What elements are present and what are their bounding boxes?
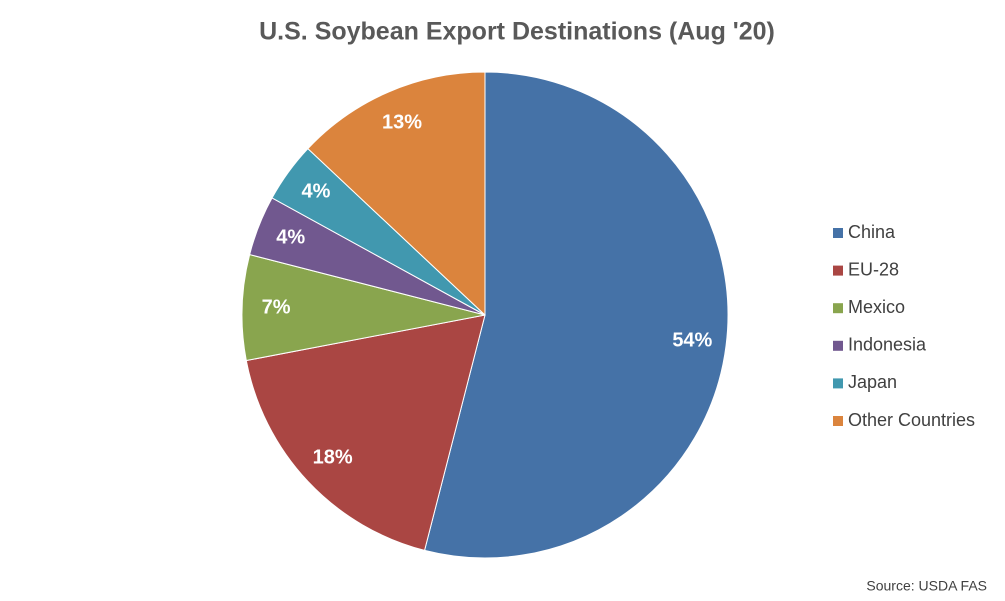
legend-label: Mexico (848, 297, 905, 317)
data-label: 7% (262, 297, 291, 319)
chart-title: U.S. Soybean Export Destinations (Aug '2… (259, 18, 775, 46)
pie-slice (245, 314, 486, 551)
data-label: 54% (672, 329, 712, 351)
legend-swatch (833, 416, 843, 426)
legend-swatch (833, 378, 843, 389)
legend-label: China (848, 222, 896, 242)
legend-swatch (833, 340, 843, 351)
legend-label: EU-28 (848, 259, 899, 279)
data-label: 4% (301, 180, 330, 202)
legend-swatch (833, 303, 843, 314)
pie-slice (423, 71, 729, 559)
data-label: 4% (276, 226, 305, 248)
pie-slice (307, 71, 486, 317)
pie-slice (241, 253, 486, 362)
legend-swatch (833, 228, 843, 238)
legend-label: Indonesia (848, 335, 927, 355)
data-label: 18% (313, 446, 353, 468)
legend-swatch (833, 265, 843, 276)
data-label: 13% (382, 111, 422, 133)
legend-label: Japan (848, 372, 897, 392)
legend-label: Other Countries (848, 410, 975, 430)
source: Source: USDA FAS (866, 578, 987, 594)
